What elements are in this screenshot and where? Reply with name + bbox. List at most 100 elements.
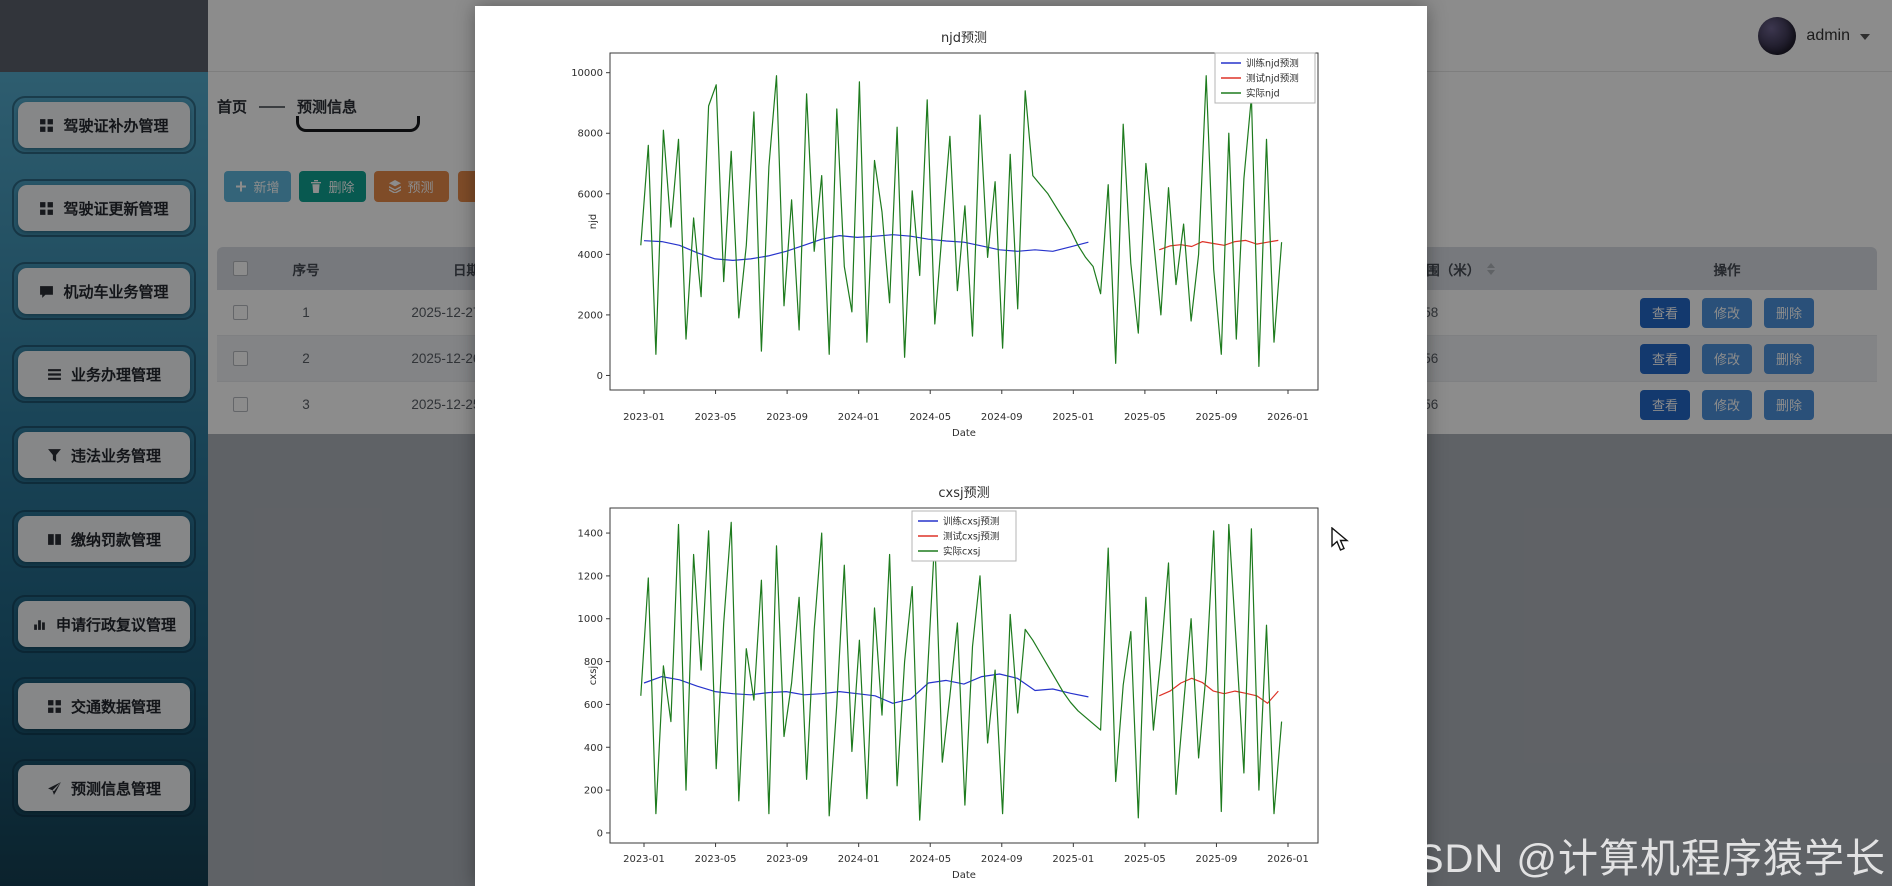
plus-icon [235,180,247,193]
svg-text:2000: 2000 [578,310,603,321]
add-button[interactable]: 新增 [224,171,291,202]
svg-text:训练cxsj预测: 训练cxsj预测 [943,516,999,528]
svg-text:2025-09: 2025-09 [1196,412,1238,423]
svg-text:Date: Date [952,870,976,881]
predict-button[interactable]: 预测 [374,171,449,202]
svg-text:0: 0 [597,828,603,839]
edit-button[interactable]: 修改 [1701,297,1752,328]
svg-text:1000: 1000 [578,614,603,625]
book-icon [47,532,62,547]
svg-text:2024-01: 2024-01 [838,412,880,423]
edit-button[interactable]: 修改 [1701,343,1752,374]
svg-text:2024-09: 2024-09 [981,854,1023,865]
svg-text:10000: 10000 [571,68,603,79]
row-delete-button[interactable]: 删除 [1764,389,1815,420]
delete-button[interactable]: 删除 [299,171,366,202]
view-button[interactable]: 查看 [1639,297,1690,328]
sidebar-item-license-reissue[interactable]: 驾驶证补办管理 [12,96,196,154]
col-index: 序号 [292,262,320,278]
sidebar-item-label: 申请行政复议管理 [55,616,176,634]
chevron-down-icon[interactable] [1860,34,1870,40]
breadcrumb: 首页 预测信息 [217,96,357,117]
svg-text:cxsj预测: cxsj预测 [938,486,989,501]
sidebar-item-traffic-data[interactable]: 交通数据管理 [12,677,196,735]
svg-text:2024-05: 2024-05 [909,412,951,423]
sidebar-item-license-update[interactable]: 驾驶证更新管理 [12,179,196,237]
svg-text:0: 0 [597,371,603,382]
svg-text:2023-05: 2023-05 [695,412,737,423]
user-menu[interactable]: admin [1758,0,1870,72]
grid-icon [47,699,62,714]
mouse-cursor [1331,527,1349,551]
sidebar-item-label: 缴纳罚款管理 [70,531,161,549]
send-icon [47,781,62,796]
svg-text:2025-01: 2025-01 [1052,854,1094,865]
col-actions: 操作 [1713,262,1741,278]
avatar[interactable] [1758,17,1797,55]
sidebar-item-business-handling[interactable]: 业务办理管理 [12,345,196,403]
svg-text:2026-01: 2026-01 [1267,854,1309,865]
svg-text:800: 800 [584,657,603,668]
view-button[interactable]: 查看 [1639,389,1690,420]
sidebar-item-admin-review[interactable]: 申请行政复议管理 [12,595,196,653]
sidebar-item-prediction-mgmt[interactable]: 预测信息管理 [12,759,196,817]
breadcrumb-home[interactable]: 首页 [217,99,248,116]
row-delete-button[interactable]: 删除 [1764,343,1815,374]
sidebar-item-label: 违法业务管理 [70,447,161,465]
svg-text:njd: njd [588,214,599,229]
edit-button[interactable]: 修改 [1701,389,1752,420]
breadcrumb-current: 预测信息 [297,99,358,116]
svg-text:2026-01: 2026-01 [1267,412,1309,423]
sidebar-item-label: 交通数据管理 [70,698,161,716]
breadcrumb-separator [259,105,286,108]
svg-text:cxsj: cxsj [588,666,599,685]
svg-text:6000: 6000 [578,189,603,200]
svg-text:1200: 1200 [578,571,603,582]
filter-icon [47,448,62,463]
row-checkbox[interactable] [232,305,248,320]
trash-icon [310,180,322,193]
svg-text:2025-01: 2025-01 [1052,412,1094,423]
svg-text:2023-05: 2023-05 [695,854,737,865]
svg-text:1400: 1400 [578,529,603,540]
sort-icon[interactable] [1487,262,1496,275]
svg-text:实际cxsj: 实际cxsj [943,546,980,558]
svg-text:8000: 8000 [578,129,603,140]
active-tab-indicator [296,116,420,132]
select-all-checkbox[interactable] [232,261,248,276]
sidebar-item-illegal-business[interactable]: 违法业务管理 [12,426,196,484]
delete-button-label: 删除 [328,180,355,195]
view-button[interactable]: 查看 [1639,343,1690,374]
chat-icon [39,284,54,299]
svg-text:2023-09: 2023-09 [766,412,808,423]
cell-index: 1 [302,305,310,320]
layers-icon [389,180,402,193]
bar-chart-icon [32,617,47,632]
svg-text:测试cxsj预测: 测试cxsj预测 [943,531,999,543]
sidebar-item-vehicle-business[interactable]: 机动车业务管理 [12,262,196,320]
cell-index: 2 [302,351,310,366]
svg-text:2024-01: 2024-01 [838,854,880,865]
sidebar-item-label: 驾驶证更新管理 [63,200,169,218]
svg-text:njd预测: njd预测 [941,31,987,46]
sidebar-item-label: 机动车业务管理 [63,283,169,301]
row-checkbox[interactable] [232,351,248,366]
add-button-label: 新增 [253,180,280,195]
sidebar-item-fine-payment[interactable]: 缴纳罚款管理 [12,510,196,568]
svg-text:实际njd: 实际njd [1246,88,1280,100]
svg-text:2025-05: 2025-05 [1124,854,1166,865]
grid-icon [39,201,54,216]
row-delete-button[interactable]: 删除 [1764,297,1815,328]
row-checkbox[interactable] [232,397,248,412]
sidebar-item-label: 驾驶证补办管理 [63,117,169,135]
prediction-charts-modal: 0 2000 4000 6000 8000 10000 2023-01 2023-05 2023… [475,6,1427,886]
svg-text:Date: Date [952,428,976,439]
svg-text:测试njd预测: 测试njd预测 [1246,73,1299,85]
svg-text:2023-09: 2023-09 [766,854,808,865]
list-icon [47,367,62,382]
svg-text:2024-05: 2024-05 [909,854,951,865]
svg-text:2025-05: 2025-05 [1124,412,1166,423]
svg-text:训练njd预测: 训练njd预测 [1246,58,1299,70]
